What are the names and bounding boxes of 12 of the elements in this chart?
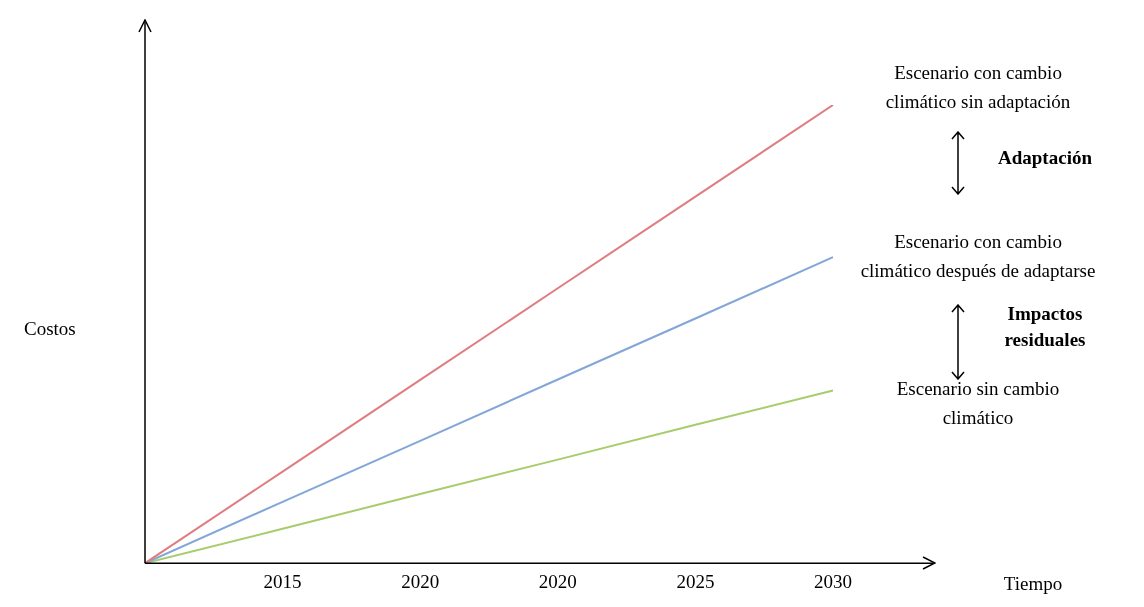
x-tick-label: 2015 [263, 570, 302, 592]
text: Impactos residuales [1004, 302, 1086, 350]
text: Adaptación [998, 146, 1093, 168]
x-tick-label: 2030 [814, 570, 852, 592]
x-tick-label: 2025 [676, 570, 715, 592]
x-tick-label: 2020 [538, 570, 577, 592]
y-axis-title: Costos [24, 318, 76, 340]
series-label: Escenario con cambio climático después de adaptarse [860, 230, 1096, 281]
text: Escenario con cambio climático sin adaptación [885, 61, 1071, 112]
x-axis-title: Tiempo [1003, 573, 1063, 595]
x-tick-label: 2020 [401, 570, 440, 592]
text: Escenario sin cambio climático [896, 378, 1060, 429]
